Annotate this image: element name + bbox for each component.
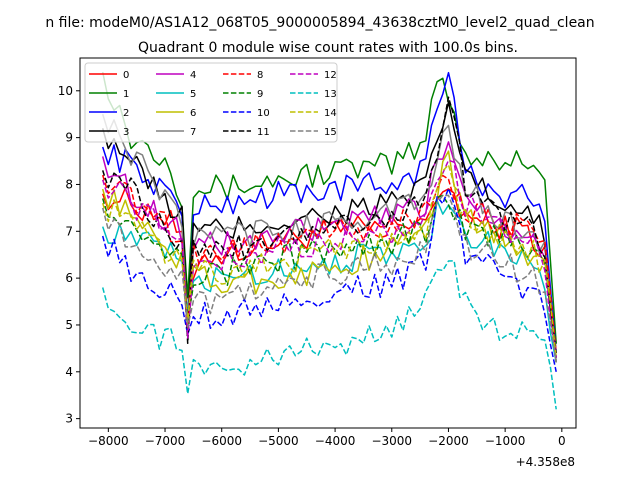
- axes-frame: [79, 57, 577, 429]
- series-line-13: [101, 260, 557, 410]
- y-tick-label: 10: [58, 84, 73, 98]
- y-tick-label: 5: [65, 318, 73, 332]
- legend-label-7: 7: [190, 127, 196, 138]
- series-line-15: [101, 194, 557, 363]
- legend-label-11: 11: [257, 127, 270, 138]
- x-tick-label: −4000: [315, 434, 356, 448]
- series-line-2: [101, 71, 557, 354]
- x-axis: −8000 −7000 −6000 −5000 −4000 −3000 −2000 −1000…: [88, 428, 566, 448]
- x-tick-label: 0: [558, 434, 566, 448]
- legend-label-15: 15: [324, 127, 337, 138]
- x-tick-label: −1000: [485, 434, 526, 448]
- x-tick-label: −5000: [258, 434, 299, 448]
- legend-label-5: 5: [190, 89, 196, 100]
- legend-label-0: 0: [123, 70, 129, 81]
- series-line-5: [101, 199, 557, 363]
- figure-suptitle: n file: modeM0/AS1A12_068T05_9000005894_…: [45, 15, 594, 31]
- chart-title: Quadrant 0 module wise count rates with …: [138, 40, 518, 56]
- y-tick-label: 7: [65, 224, 73, 238]
- legend-label-12: 12: [324, 70, 337, 81]
- legend-label-2: 2: [123, 108, 129, 119]
- series-line-14: [101, 164, 557, 358]
- plot-lines: [101, 71, 557, 410]
- x-tick-label: −8000: [88, 434, 129, 448]
- series-line-1: [101, 71, 557, 344]
- legend-label-8: 8: [257, 70, 263, 81]
- x-tick-label: −6000: [201, 434, 242, 448]
- y-axis: 3 4 5 6 7 8 9 10: [58, 84, 80, 426]
- legend-label-9: 9: [257, 89, 263, 100]
- legend-label-6: 6: [190, 108, 196, 119]
- legend-label-14: 14: [324, 108, 337, 119]
- x-offset-label: +4.358e8: [516, 455, 575, 469]
- y-tick-label: 3: [65, 412, 73, 426]
- x-tick-label: −2000: [428, 434, 469, 448]
- y-tick-label: 4: [65, 365, 73, 379]
- y-tick-label: 6: [65, 271, 73, 285]
- y-tick-label: 9: [65, 131, 73, 145]
- legend-label-3: 3: [123, 127, 129, 138]
- series-line-8: [101, 174, 557, 354]
- series-line-9: [101, 194, 557, 358]
- legend-label-4: 4: [190, 70, 196, 81]
- legend-label-1: 1: [123, 89, 129, 100]
- series-line-10: [101, 187, 557, 372]
- series-line-11: [101, 96, 557, 354]
- series-line-6: [101, 150, 557, 363]
- legend-label-13: 13: [324, 89, 337, 100]
- y-tick-label: 8: [65, 177, 73, 191]
- x-tick-label: −7000: [145, 434, 186, 448]
- legend-label-10: 10: [257, 108, 270, 119]
- legend-box: [84, 62, 338, 143]
- x-tick-label: −3000: [371, 434, 412, 448]
